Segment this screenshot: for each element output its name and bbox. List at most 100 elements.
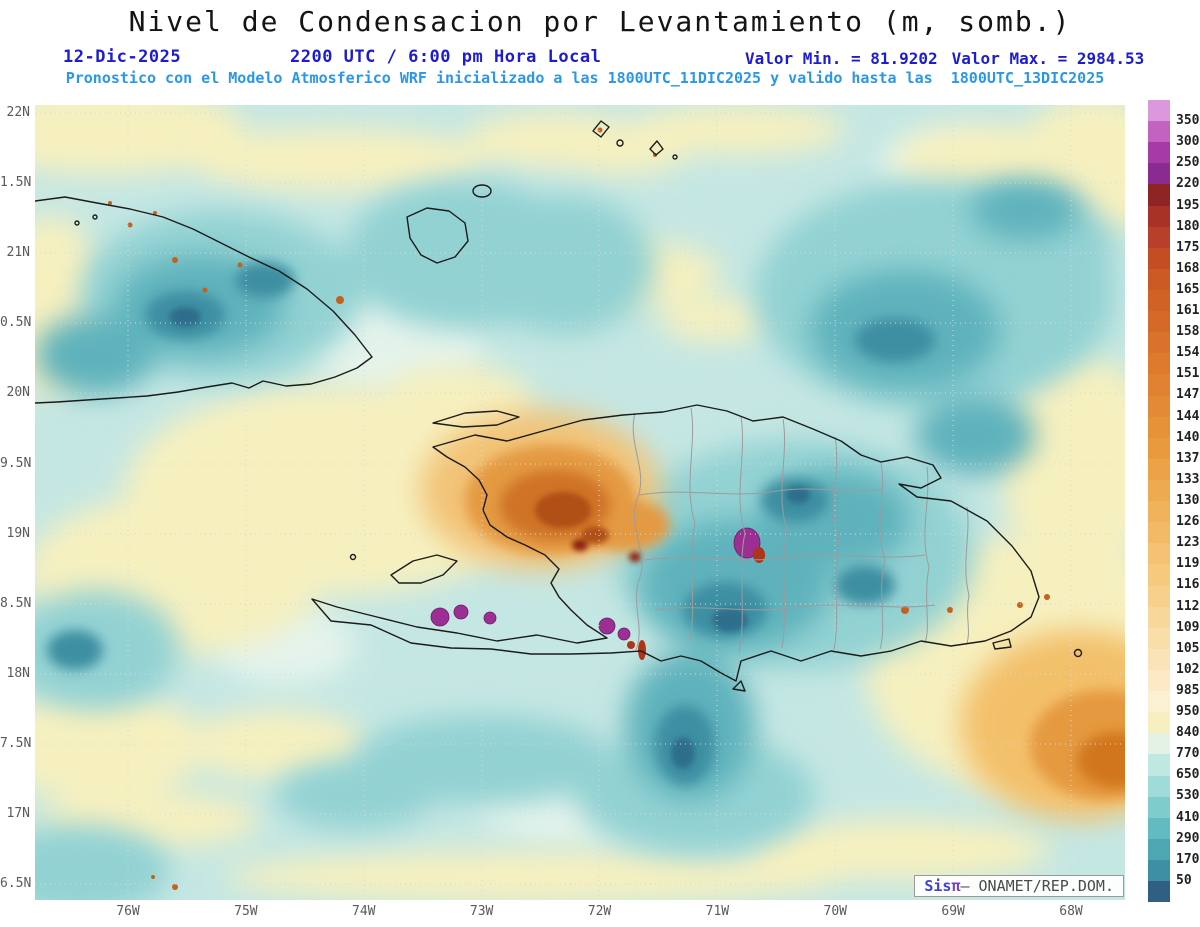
bahamas-cay-2 [92,214,98,220]
colorbar-tick-label: 1160 [1176,577,1200,593]
caicos-coastline [592,120,610,138]
colorbar-segment [1148,522,1170,544]
lon-tick-label: 73W [469,904,494,919]
colorbar-segment [1148,838,1170,860]
time-label: 2200 UTC / 6:00 pm Hora Local [290,47,602,67]
lon-tick-label: 70W [823,904,847,919]
colorbar-segment [1148,247,1170,269]
colorbar-tick-label: 1370 [1176,450,1200,466]
colorbar-tick-label: 1125 [1176,598,1200,614]
colorbar-tick-label: 840 [1176,725,1200,741]
colorbar-tick-label: 530 [1176,788,1200,804]
colorbar [1148,100,1170,903]
colorbar-tick-label: 950 [1176,704,1200,720]
field-magenta-maxima [430,527,761,641]
lat-tick-label: 6.5N [0,876,32,892]
colorbar-segment [1148,669,1170,692]
lat-tick-label: 9.5N [0,455,32,471]
colorbar-tick-label: 1055 [1176,640,1200,656]
colorbar-tick-label: 1545 [1176,345,1200,361]
colorbar-segment [1148,775,1170,797]
colorbar-segment [1148,100,1170,122]
turks-coastline [649,140,664,156]
colorbar-tick-label: 1405 [1176,429,1200,445]
colorbar-segment [1148,606,1170,628]
colorbar-segment [1148,184,1170,206]
turks-cay [672,154,678,160]
tortuga-coastline [432,410,520,428]
colorbar-tick-label: 3000 [1176,134,1200,150]
colorbar-segment [1148,163,1170,185]
colorbar-segment [1148,817,1170,839]
colorbar-segment [1148,437,1170,459]
gonave-coastline [390,554,458,584]
lat-tick-label: 7.5N [0,735,32,751]
colorbar-segment [1148,289,1170,312]
lon-tick-label: 72W [587,904,612,919]
minmax-labels: Valor Min. = 81.9202 Valor Max. = 2984.53 [745,49,1158,68]
lat-tick-label: 18N [6,665,30,681]
max-value-label: Valor Max. = 2984.53 [951,49,1145,68]
lon-tick-label: 74W [352,904,376,919]
colorbar-tick-label: 1230 [1176,535,1200,551]
colorbar-segment [1148,754,1170,776]
map-area: Sisπ– ONAMET/REP.DOM. [35,105,1125,900]
colorbar-tick-label: 770 [1176,746,1200,762]
colorbar-segment [1148,416,1170,438]
colorbar-segment [1148,691,1170,713]
colorbar-tick-label: 410 [1176,809,1200,825]
colorbar-tick-label: 1300 [1176,493,1200,508]
lat-tick-label: 17N [6,806,30,821]
colorbar-tick-label: 1265 [1176,514,1200,530]
lat-tick-label: 22N [6,105,30,120]
colorbar-segment [1148,501,1170,523]
lat-tick-label: 21N [6,245,30,261]
colorbar-segment [1148,585,1170,607]
little-inagua-coastline [472,184,492,198]
colorbar-tick-label: 1020 [1176,661,1200,677]
beata-coastline [732,680,746,692]
colorbar-segment [1148,564,1170,586]
lon-tick-label: 75W [234,904,258,919]
colorbar-segment [1148,859,1170,882]
lon-tick-label: 68W [1059,904,1083,919]
colorbar-segment [1148,205,1170,227]
field-orange-southeast [960,630,1125,820]
colorbar-segment [1148,796,1170,818]
colorbar-segment [1148,374,1170,396]
colorbar-tick-label: 1195 [1176,556,1200,572]
colorbar-tick-label: 290 [1176,830,1200,846]
watermark: Sisπ– ONAMET/REP.DOM. [914,875,1124,897]
colorbar-tick-label: 1335 [1176,471,1200,487]
colorbar-tick-label: 2500 [1176,155,1200,171]
colorbar-segment [1148,332,1170,354]
colorbar-segment [1148,627,1170,649]
page-title: Nivel de Condensacion por Levantamiento … [128,5,1072,38]
coastlines [35,120,1083,692]
colorbar-segment [1148,395,1170,417]
lat-tick-label: 19N [6,525,30,541]
navassa-coastline [349,553,357,561]
colorbar-tick-label: 985 [1176,682,1200,698]
colorbar-tick-label: 1440 [1176,408,1200,424]
colorbar-segment [1148,226,1170,248]
colorbar-tick-label: 170 [1176,851,1200,867]
colorbar-segment [1148,648,1170,670]
colorbar-segment [1148,733,1170,755]
lon-tick-label: 76W [116,904,140,919]
lat-tick-label: 1.5N [0,175,32,191]
colorbar-segment [1148,712,1170,734]
colorbar-tick-label: 650 [1176,767,1200,783]
colorbar-tick-label: 1800 [1176,218,1200,234]
colorbar-tick-label: 1750 [1176,239,1200,255]
watermark-brand: Sis [924,877,952,895]
great-inagua-coastline [406,207,469,264]
colorbar-segment [1148,479,1170,502]
model-info-line: Pronostico con el Modelo Atmosferico WRF… [65,69,1105,87]
field-red-maxima [627,547,765,660]
colorbar-tick-label: 1475 [1176,387,1200,403]
watermark-pi-symbol: π [951,877,961,895]
colorbar-segment [1148,881,1170,903]
lat-tick-label: 0.5N [0,315,32,331]
saona-coastline [992,638,1012,650]
